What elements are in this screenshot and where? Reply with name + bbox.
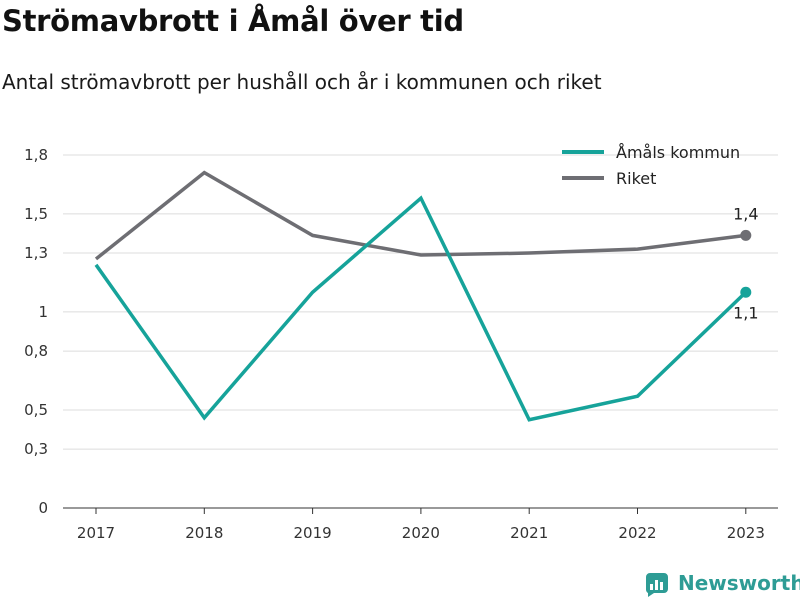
x-tick-label: 2018 [185,524,223,542]
y-tick-label: 0,8 [24,342,48,360]
grid-layer [63,154,778,450]
x-tick-label: 2020 [402,524,440,542]
end-value-label: 1,1 [733,303,758,322]
y-tick-label: 0 [38,499,48,517]
x-tick-label: 2023 [727,524,765,542]
y-tick-label: 0,5 [24,401,48,419]
series-line [94,170,747,261]
series-end-point [740,286,752,298]
brand-logo: Newsworthy [644,567,800,599]
y-tick-label: 1,8 [24,146,48,164]
y-tick-label: 1,3 [24,244,48,262]
x-tick-label: 2021 [510,524,548,542]
end-value-label: 1,4 [733,204,758,223]
series-line [94,195,748,422]
newsworthy-logo-icon [645,573,668,597]
x-tick-label: 2017 [77,524,115,542]
series-layer [94,170,752,422]
y-tick-label: 0,3 [24,440,48,458]
y-tick-label: 1,5 [24,205,48,223]
label-layer: 1,1 1,4 [733,204,758,322]
legend-label: Åmåls kommun [616,143,740,162]
chart-title: Strömavbrott i Åmål över tid [2,4,464,38]
x-tick-label: 2019 [294,524,332,542]
axis-layer: 0 0,3 0,5 0,8 1 1,3 1,5 1,8 2017 2018 2019 2020 2021… [24,146,778,542]
y-tick-label: 1 [38,303,48,321]
chart-subtitle: Antal strömavbrott per hushåll och år i … [2,70,602,94]
x-tick-label: 2022 [618,524,656,542]
legend-label: Riket [616,169,656,188]
brand-name: Newsworthy [678,571,800,595]
series-end-point [740,229,752,241]
legend: Åmåls kommun Riket [562,143,740,188]
